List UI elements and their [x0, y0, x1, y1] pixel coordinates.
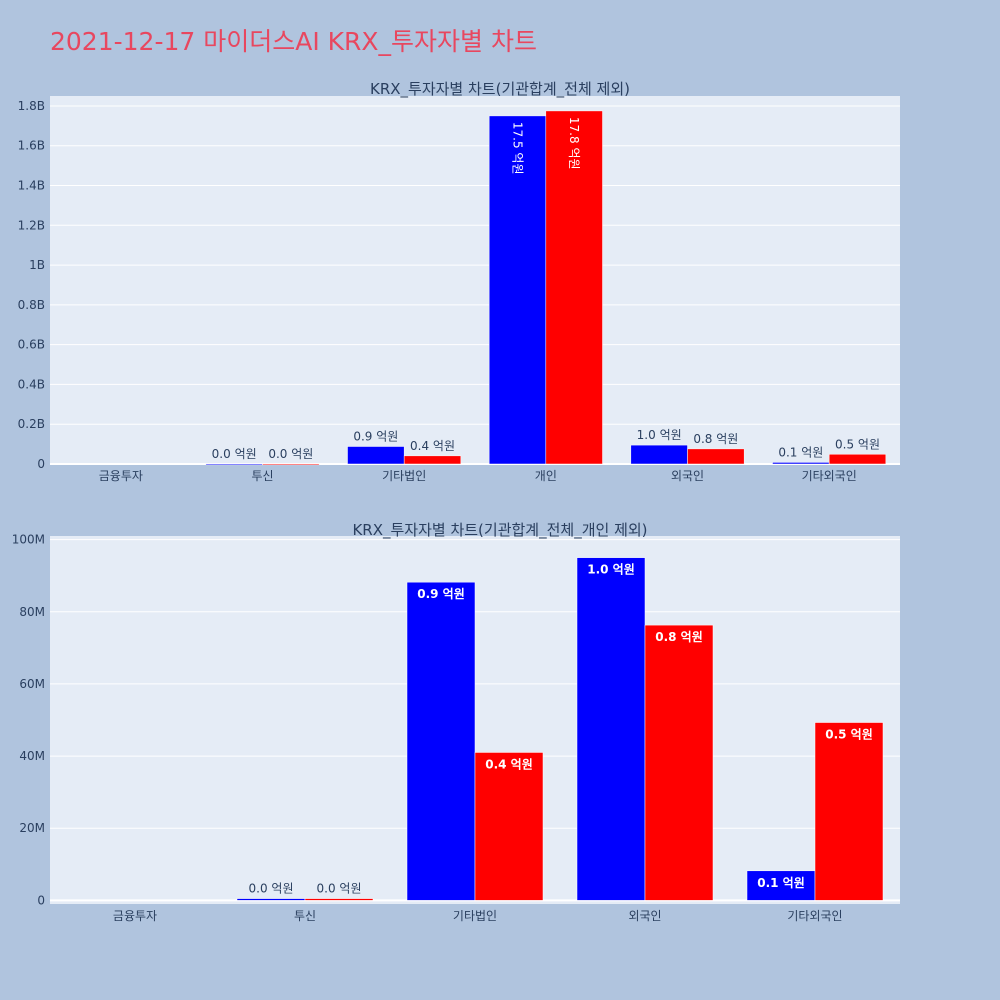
data-label: 0.9 억원 — [417, 587, 465, 601]
bar — [347, 446, 405, 465]
x-tick-label: 기타법인 — [382, 469, 426, 483]
x-tick-label: 개인 — [535, 469, 557, 483]
x-tick-label: 기타법인 — [453, 909, 497, 923]
bar — [236, 898, 306, 901]
y-tick-label: 80M — [19, 605, 45, 619]
data-label: 17.5 억원 — [511, 122, 525, 175]
y-tick-label: 20M — [19, 821, 45, 835]
data-label: 1.0 억원 — [587, 563, 635, 577]
data-label: 0.8 억원 — [693, 432, 738, 446]
x-tick-label: 금융투자 — [99, 469, 143, 483]
bar — [304, 898, 374, 901]
y-tick-label: 0.2B — [18, 417, 45, 431]
chart-title: KRX_투자자별 차트(기관합계_전체 제외) — [370, 80, 630, 99]
x-tick-label: 외국인 — [671, 469, 704, 483]
bar — [262, 463, 320, 466]
y-tick-label: 0.4B — [18, 377, 45, 391]
x-tick-label: 기타외국인 — [802, 469, 857, 483]
bar — [576, 557, 646, 901]
data-label: 1.0 억원 — [637, 428, 682, 442]
data-label: 0.8 억원 — [655, 630, 703, 644]
data-label: 0.0 억원 — [212, 447, 257, 461]
y-tick-label: 60M — [19, 677, 45, 691]
bar — [545, 110, 603, 465]
data-label: 17.8 억원 — [567, 117, 581, 170]
x-tick-label: 외국인 — [628, 909, 661, 923]
bar — [205, 463, 263, 466]
plot-area — [50, 96, 900, 464]
chart-excluding-individuals: KRX_투자자별 차트(기관합계_전체_개인 제외) 0 20M 40M 60M 80M 1… — [12, 521, 900, 923]
y-tick-label: 0 — [37, 893, 45, 907]
data-label: 0.4 억원 — [410, 439, 455, 453]
y-tick-label: 1B — [29, 258, 45, 272]
y-tick-label: 0.6B — [18, 338, 45, 352]
y-tick-label: 1.2B — [18, 218, 45, 232]
data-label: 0.5 억원 — [835, 437, 880, 451]
bar — [630, 444, 688, 465]
bar — [474, 752, 544, 901]
y-tick-label: 1.4B — [18, 179, 45, 193]
y-tick-label: 0 — [37, 457, 45, 471]
data-label: 0.5 억원 — [825, 728, 873, 742]
data-label: 0.0 억원 — [268, 447, 313, 461]
data-label: 0.0 억원 — [249, 882, 294, 896]
x-tick-label: 기타외국인 — [787, 909, 842, 923]
bar — [403, 455, 462, 465]
y-tick-label: 1.6B — [18, 139, 45, 153]
data-label: 0.9 억원 — [353, 429, 398, 443]
data-label: 0.0 억원 — [317, 882, 362, 896]
x-tick-label: 투신 — [251, 469, 273, 483]
y-tick-label: 40M — [19, 749, 45, 763]
data-label: 0.1 억원 — [778, 445, 823, 459]
x-tick-label: 금융투자 — [113, 909, 157, 923]
chart-title: KRX_투자자별 차트(기관합계_전체_개인 제외) — [352, 521, 647, 540]
bar — [406, 581, 476, 901]
y-tick-label: 1.8B — [18, 99, 45, 113]
data-label: 0.1 억원 — [757, 876, 805, 890]
bar — [828, 454, 887, 465]
chart-all-investors: KRX_투자자별 차트(기관합계_전체 제외) 0 0.2B 0.4B 0.6B 0.8B… — [18, 80, 900, 483]
bar — [772, 462, 830, 465]
bar — [814, 722, 884, 901]
page-title: 2021-12-17 마이더스AI KRX_투자자별 차트 — [50, 27, 537, 56]
bar — [644, 624, 714, 901]
data-label: 0.4 억원 — [485, 757, 533, 771]
bar — [687, 448, 745, 465]
bar — [488, 115, 547, 465]
y-tick-label: 0.8B — [18, 298, 45, 312]
bar — [746, 870, 816, 901]
y-tick-label: 100M — [12, 533, 45, 547]
x-tick-label: 투신 — [294, 909, 316, 923]
